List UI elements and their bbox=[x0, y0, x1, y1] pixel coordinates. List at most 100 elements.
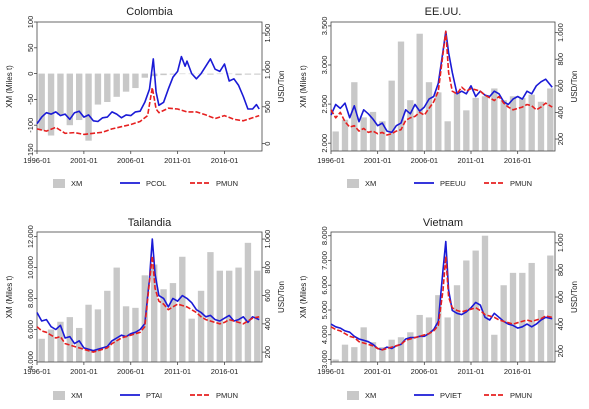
xm-bar bbox=[179, 73, 186, 75]
xm-bar bbox=[169, 73, 177, 75]
x-tick-label: 2001-01 bbox=[364, 156, 392, 165]
xm-bar bbox=[254, 73, 261, 75]
series-line-pviet bbox=[330, 240, 553, 351]
xm-bar bbox=[47, 73, 55, 136]
xm-bar bbox=[332, 359, 339, 362]
chart-title: Tailandia bbox=[128, 217, 172, 229]
left-tick-label: 0 bbox=[26, 72, 35, 76]
legend: XM PTAI PMUN bbox=[53, 391, 238, 400]
xm-bar bbox=[216, 270, 223, 362]
chart-panel-2: EE.UU. 3.500 3.000 2.500 2.000 1.000 800 600 400… bbox=[299, 6, 579, 188]
right-tick-label: 400 bbox=[556, 318, 565, 331]
xm-bar bbox=[216, 73, 223, 75]
xm-bar bbox=[360, 117, 367, 151]
x-tick-label: 1996-01 bbox=[23, 367, 51, 376]
right-tick-label: 600 bbox=[556, 80, 565, 93]
series-line-pmun bbox=[36, 86, 260, 136]
xm-bar bbox=[500, 285, 507, 362]
x-tick-label: 1996-01 bbox=[23, 156, 51, 165]
xm-bar bbox=[435, 92, 442, 151]
xm-bar bbox=[491, 334, 498, 362]
legend-swatch-xm bbox=[347, 179, 359, 188]
xm-bar bbox=[481, 96, 489, 151]
plot-frame bbox=[36, 231, 263, 363]
right-tick-label: 400 bbox=[263, 318, 272, 331]
x-tick-label: 2016-01 bbox=[211, 367, 239, 376]
chart-title: EE.UU. bbox=[425, 6, 462, 18]
xm-bar bbox=[38, 338, 45, 362]
xm-bar bbox=[537, 310, 545, 362]
xm-bar bbox=[453, 92, 461, 151]
xm-bar bbox=[113, 73, 120, 97]
series-line-pmun bbox=[36, 255, 260, 353]
legend-swatch-xm bbox=[347, 391, 359, 400]
xm-bar bbox=[369, 111, 377, 151]
plot-frame bbox=[330, 21, 556, 152]
right-tick-label: 1.000 bbox=[263, 230, 272, 249]
xm-bar bbox=[151, 264, 158, 362]
y-axis-title-right: USD/Ton bbox=[277, 281, 286, 313]
xm-bar bbox=[463, 110, 470, 151]
xm-bar bbox=[472, 250, 479, 362]
legend-swatch-xm bbox=[53, 179, 65, 188]
legend-label: XM bbox=[365, 179, 376, 188]
left-tick-label: 100 bbox=[26, 16, 35, 29]
xm-bar bbox=[444, 121, 451, 151]
legend-label: PVIET bbox=[440, 391, 462, 400]
y-axis-title-left: XM (Miles t) bbox=[299, 275, 308, 318]
left-tick-label: -150 bbox=[26, 143, 35, 158]
xm-bar bbox=[425, 317, 433, 362]
xm-bar bbox=[388, 80, 395, 151]
xm-bar bbox=[244, 242, 252, 362]
x-tick-label: 2011-01 bbox=[458, 156, 485, 165]
left-tick-label: 2.000 bbox=[320, 134, 329, 153]
xm-bar bbox=[397, 41, 405, 151]
xm-bar bbox=[453, 285, 461, 362]
right-tick-label: 600 bbox=[556, 291, 565, 304]
x-tick-label: 2011-01 bbox=[164, 367, 191, 376]
xm-bar bbox=[360, 327, 367, 362]
legend-label: PTAI bbox=[146, 391, 162, 400]
xm-bar bbox=[85, 304, 92, 362]
xm-bar bbox=[188, 318, 195, 362]
left-tick-label: 10.000 bbox=[26, 256, 35, 279]
legend: XM PCOL PMUN bbox=[53, 179, 238, 188]
xm-bar bbox=[509, 272, 517, 362]
chart-title: Vietnam bbox=[423, 217, 463, 229]
xm-bar bbox=[169, 283, 177, 362]
right-tick-label: 400 bbox=[556, 106, 565, 119]
xm-bar bbox=[132, 307, 139, 362]
x-tick-label: 2011-01 bbox=[164, 156, 191, 165]
left-tick-label: 12.000 bbox=[26, 225, 35, 248]
xm-bar bbox=[66, 317, 73, 362]
left-tick-label: 4.000 bbox=[26, 351, 35, 370]
x-tick-label: 2016-01 bbox=[504, 367, 532, 376]
left-tick-label: 50 bbox=[26, 44, 35, 52]
xm-bar bbox=[397, 337, 405, 362]
xm-bar bbox=[160, 73, 167, 76]
xm-bar bbox=[244, 73, 252, 75]
left-tick-label: 6.000 bbox=[26, 320, 35, 339]
x-tick-label: 2011-01 bbox=[458, 367, 485, 376]
xm-bar bbox=[38, 73, 45, 131]
xm-bar bbox=[57, 73, 64, 115]
xm-bar bbox=[379, 121, 386, 151]
y-axis-title-right: USD/Ton bbox=[570, 70, 579, 102]
xm-bar bbox=[94, 73, 102, 105]
legend: XM PEEUU PMUN bbox=[347, 179, 532, 188]
left-tick-label: 5.000 bbox=[320, 301, 329, 320]
left-tick-label: 7.000 bbox=[320, 251, 329, 270]
chart-panel-3: Tailandia 12.000 10.000 8.000 6.000 4.000 1.00… bbox=[5, 217, 286, 400]
right-tick-label: 600 bbox=[263, 289, 272, 302]
xm-bar bbox=[509, 96, 517, 151]
legend-label: XM bbox=[365, 391, 376, 400]
legend-label: XM bbox=[71, 391, 82, 400]
series-line-peeuu bbox=[330, 30, 553, 134]
xm-bar bbox=[141, 73, 148, 78]
left-tick-label: -50 bbox=[26, 94, 35, 105]
xm-bar bbox=[351, 347, 358, 362]
xm-bar bbox=[66, 73, 73, 126]
right-tick-label: 1.000 bbox=[263, 61, 272, 80]
xm-bar bbox=[332, 131, 339, 151]
